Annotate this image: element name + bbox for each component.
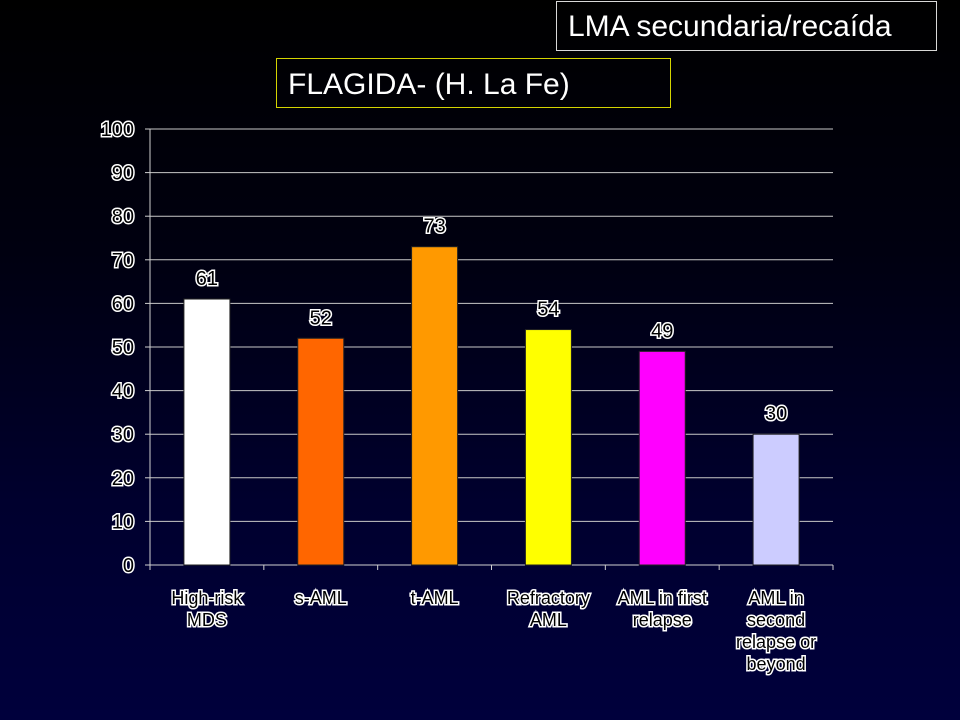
y-tick-label: 70	[112, 250, 134, 272]
y-tick-label: 0	[123, 555, 134, 577]
data-label: 52	[310, 307, 332, 329]
bar	[638, 350, 686, 566]
x-tick-label: AML in second relapse or beyond	[736, 588, 816, 674]
y-tick-label: 30	[112, 424, 134, 446]
x-tick-label-line: AML	[530, 610, 567, 630]
bar	[752, 433, 800, 566]
bar	[183, 298, 231, 566]
x-tick-label-line: High-risk	[171, 588, 243, 608]
y-tick-label: 90	[112, 163, 134, 185]
y-tick-label: 80	[112, 206, 134, 228]
chart-subtitle-box: FLAGIDA- (H. La Fe)	[276, 58, 671, 108]
x-tick-label: t-AML	[411, 588, 459, 608]
chart-subtitle: FLAGIDA- (H. La Fe)	[288, 68, 570, 101]
y-tick-label: 100	[101, 119, 134, 141]
x-tick-label-line: AML in first	[618, 588, 707, 608]
bar	[524, 329, 572, 566]
x-tick-label-line: t-AML	[411, 588, 459, 608]
x-tick-label-line: AML in	[748, 588, 803, 608]
x-tick-label-line: relapse	[633, 610, 692, 630]
y-tick-label: 40	[112, 381, 134, 403]
x-tick-label: High-risk MDS	[171, 588, 243, 630]
x-tick-label-line: MDS	[187, 610, 227, 630]
y-tick-label: 50	[112, 337, 134, 359]
x-tick-label-line: s-AML	[295, 588, 347, 608]
x-tick-label-line: beyond	[747, 654, 806, 674]
x-tick-label: s-AML	[295, 588, 347, 608]
x-tick-label-line: relapse or	[736, 632, 816, 652]
gridlines	[150, 128, 833, 522]
bars	[183, 246, 800, 566]
bar	[297, 337, 345, 566]
x-tick-label-line: second	[747, 610, 805, 630]
y-tick-label: 10	[112, 511, 134, 533]
data-labels: 61 52 73 54 49 30	[194, 214, 788, 426]
data-label: 61	[196, 268, 218, 290]
x-tick-label: Refractory AML	[507, 588, 590, 630]
bar	[411, 246, 459, 566]
x-tick-label-line: Refractory	[507, 588, 590, 608]
y-tick-labels: 0 10 20 30 40 50 60 70 80 90 100	[99, 118, 135, 579]
data-label: 30	[765, 403, 787, 425]
axes	[145, 128, 834, 570]
data-label: 49	[651, 320, 673, 342]
data-label: 54	[537, 299, 559, 321]
data-label: 73	[423, 216, 445, 238]
x-tick-labels: High-risk MDS s-AML t-AML Refractory AML AML i…	[170, 587, 818, 676]
y-tick-label: 60	[112, 293, 134, 315]
y-tick-label: 20	[112, 468, 134, 490]
x-tick-label: AML in first relapse	[618, 588, 707, 630]
slide-title-box: LMA secundaria/recaída	[556, 1, 937, 51]
slide-title: LMA secundaria/recaída	[568, 10, 892, 43]
